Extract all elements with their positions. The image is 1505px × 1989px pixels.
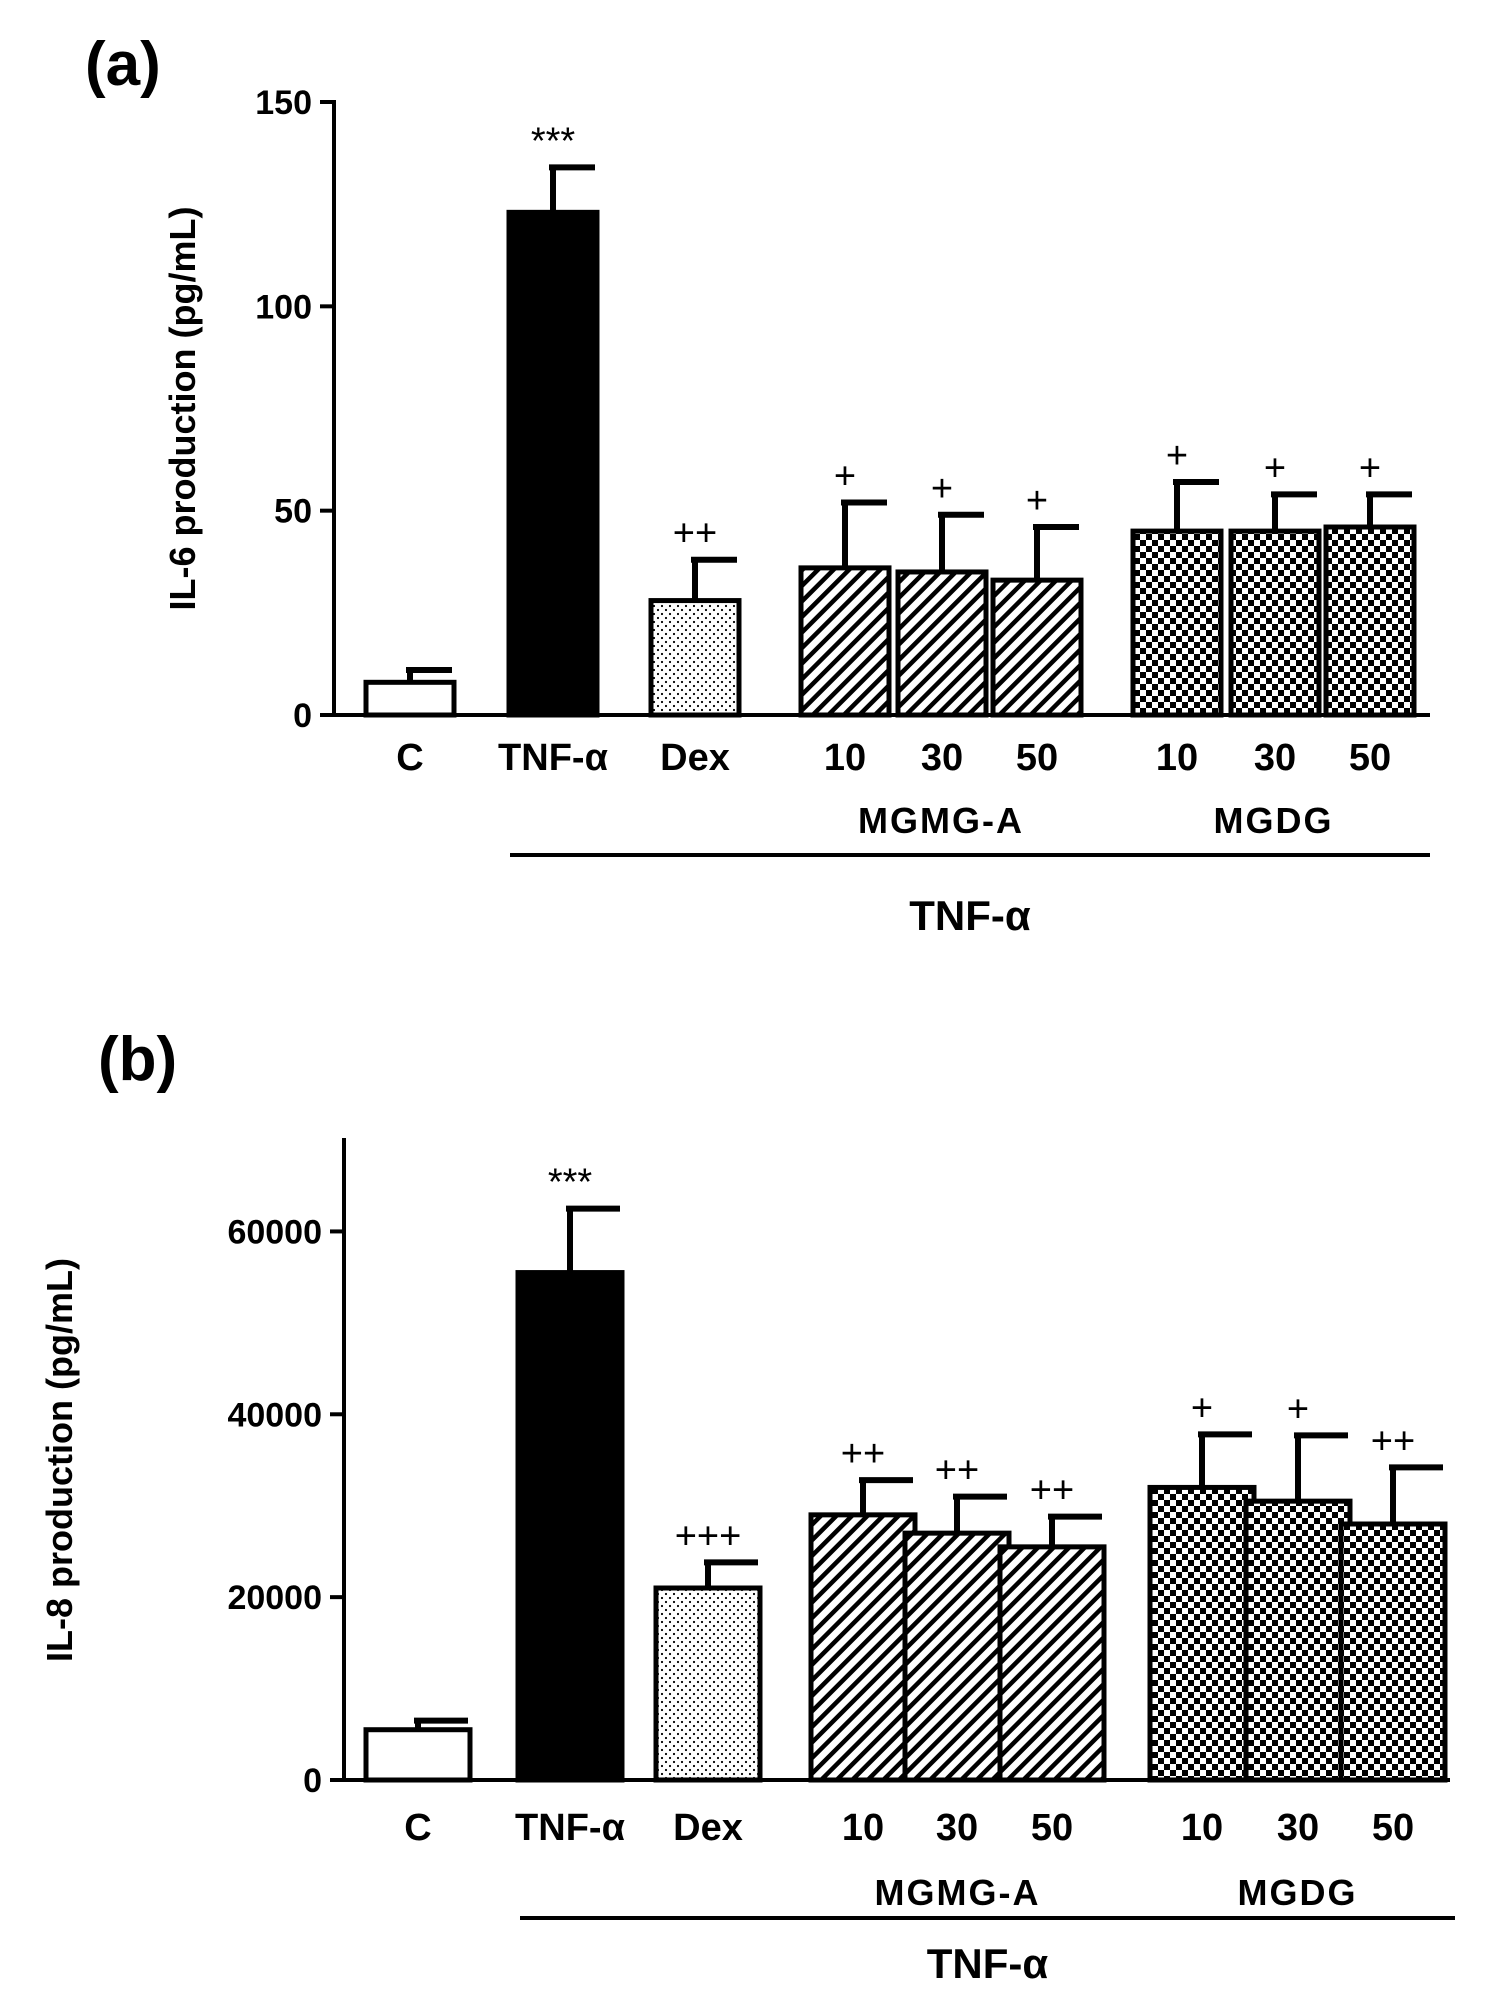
bar — [1228, 528, 1322, 718]
y-tick-label: 0 — [303, 1762, 322, 1800]
significance-label: ++ — [935, 1450, 979, 1492]
x-tick-label: TNF-α — [515, 1807, 625, 1849]
x-tick-label: C — [396, 737, 423, 779]
group-label: MGMG-A — [858, 800, 1024, 841]
x-tick-label: 10 — [1156, 737, 1198, 779]
significance-label: *** — [548, 1162, 593, 1204]
significance-label: + — [931, 468, 953, 510]
y-tick-label: 20000 — [227, 1579, 322, 1617]
bar — [1338, 1521, 1448, 1783]
y-tick-label: 60000 — [227, 1213, 322, 1251]
x-tick-label: 50 — [1016, 737, 1058, 779]
y-tick-label: 100 — [255, 288, 312, 326]
significance-label: *** — [531, 120, 576, 162]
significance-label: ++ — [1371, 1420, 1415, 1462]
bar — [363, 679, 457, 718]
x-tick-label: 30 — [1277, 1807, 1319, 1849]
x-tick-label: Dex — [673, 1807, 743, 1849]
significance-label: + — [1359, 447, 1381, 489]
x-tick-label: Dex — [660, 737, 730, 779]
x-tick-label: 50 — [1349, 737, 1391, 779]
y-tick-label: 0 — [293, 697, 312, 735]
treatment-label: TNF-α — [909, 892, 1031, 939]
panel-b: (b) 0 20000 40000 60000 IL-8 production (pg/m… — [39, 1025, 1455, 1987]
bar — [1323, 524, 1417, 718]
group-label: MGDG — [1214, 800, 1334, 841]
panel-label: (a) — [85, 30, 161, 99]
panel-label: (b) — [98, 1025, 177, 1094]
bar — [1147, 1484, 1257, 1783]
bar — [808, 1512, 918, 1783]
x-tick-label: 30 — [1254, 737, 1296, 779]
x-tick-label: C — [404, 1807, 431, 1849]
bar — [798, 565, 892, 718]
panel-a: (a) 0 50 100 150 IL-6 production (pg/mL) C *** T… — [85, 30, 1430, 939]
y-tick-label: 50 — [274, 493, 312, 531]
bar — [902, 1530, 1012, 1783]
y-axis-title: IL-6 production (pg/mL) — [162, 207, 203, 611]
x-tick-label: 50 — [1031, 1807, 1073, 1849]
y-axis-title: IL-8 production (pg/mL) — [39, 1258, 80, 1662]
significance-label: + — [1026, 480, 1048, 522]
x-tick-label: 50 — [1372, 1807, 1414, 1849]
bar — [648, 598, 742, 718]
x-tick-label: 10 — [1181, 1807, 1223, 1849]
significance-label: + — [1287, 1388, 1309, 1430]
y-tick-label: 150 — [255, 84, 312, 122]
x-tick-label: 10 — [824, 737, 866, 779]
bar — [1243, 1498, 1353, 1783]
bar — [895, 569, 989, 718]
group-label: MGMG-A — [875, 1872, 1041, 1913]
significance-label: +++ — [675, 1515, 742, 1557]
significance-label: + — [1191, 1387, 1213, 1429]
x-tick-label: 30 — [921, 737, 963, 779]
significance-label: ++ — [1030, 1470, 1074, 1512]
bar — [1130, 528, 1224, 718]
bar — [997, 1544, 1107, 1783]
significance-label: + — [1166, 435, 1188, 477]
bar — [363, 1727, 473, 1783]
treatment-label: TNF-α — [927, 1940, 1049, 1987]
significance-label: ++ — [841, 1433, 885, 1475]
bar — [506, 209, 600, 718]
x-tick-label: 10 — [842, 1807, 884, 1849]
significance-label: ++ — [673, 513, 717, 555]
significance-label: + — [834, 455, 856, 497]
significance-label: + — [1264, 447, 1286, 489]
x-tick-label: TNF-α — [498, 737, 608, 779]
group-label: MGDG — [1238, 1872, 1358, 1913]
bar — [990, 577, 1084, 718]
bar — [515, 1270, 625, 1783]
y-tick-label: 40000 — [227, 1396, 322, 1434]
bar — [653, 1585, 763, 1783]
x-tick-label: 30 — [936, 1807, 978, 1849]
